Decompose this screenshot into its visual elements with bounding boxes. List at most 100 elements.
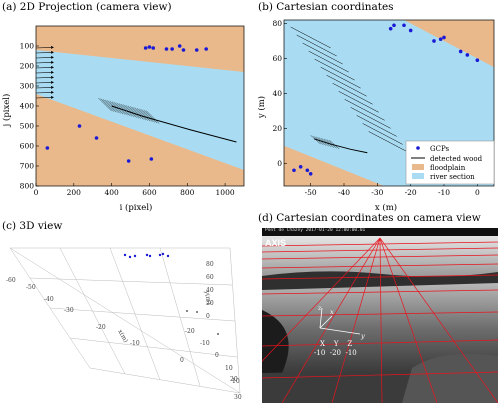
d-grid-line [379, 237, 438, 403]
camera-local-x: x [330, 308, 334, 316]
d-grid-line [379, 237, 498, 403]
legend-wood: detected wood [430, 155, 483, 163]
a-ytick-label: 800 [20, 182, 35, 191]
d-grid-line [262, 311, 498, 317]
d-grid-line [281, 237, 381, 403]
camera-local-z: z [318, 304, 322, 312]
c-ztick-label: 30 [234, 394, 242, 401]
b-flow-arrow [290, 26, 331, 49]
a-wood-trace [123, 104, 137, 118]
legend-floodplain: floodplain [430, 164, 466, 172]
panel-a-xlabel: i (pixel) [120, 202, 153, 213]
a-gcp-point [77, 124, 82, 128]
a-wood-trace [114, 102, 128, 116]
c-ztick-label: 20 [230, 376, 238, 383]
legend-river-swatch [412, 173, 424, 179]
panel-c-3d-chart: x(m) y(m) -60 -50 -40 -30 -20 -10 0 10 0 20 40 60 80… [6, 247, 242, 401]
a-flow-arrow [35, 82, 52, 84]
a-flow-arrowhead [51, 55, 54, 59]
c-gcp-point [145, 253, 149, 257]
b-flow-arrow [356, 115, 397, 137]
a-xtick-label: 200 [67, 188, 82, 197]
panel-b-title: (b) Cartesian coordinates [258, 1, 394, 13]
a-wood-trace [141, 109, 155, 123]
panel-b-ylabel: y (m) [258, 96, 267, 119]
a-flow-arrow [35, 47, 52, 49]
b-flow-arrow [302, 42, 343, 65]
b-wood-trace [318, 137, 329, 147]
b-ytick-label: 40 [272, 89, 282, 98]
a-wood-trace [132, 106, 146, 121]
b-gcp-point [442, 35, 446, 40]
c-ztick-label: -10 [200, 340, 210, 347]
panel-c-ylabel: y(m) [203, 289, 212, 305]
b-wood-trace [326, 139, 337, 149]
d-grid-line [262, 289, 498, 295]
b-flow-arrow [308, 50, 349, 73]
camera-image-svg [262, 228, 498, 403]
a-flow-arrow [35, 77, 52, 79]
camera-local-y: y [361, 332, 365, 340]
c-xtick-label: -10 [130, 340, 140, 347]
a-flow-arrowhead [51, 50, 54, 54]
a-flow-arrowhead [51, 85, 54, 89]
c-gcp-point [128, 255, 132, 259]
b-gcp-point [475, 58, 480, 62]
a-gcp-point [204, 47, 208, 51]
a-flow-arrowhead [51, 95, 54, 99]
a-wood-trace [100, 98, 115, 112]
camera-axis-y: Y [333, 340, 339, 348]
camera-timestamp-bar [262, 228, 498, 236]
b-wood-trace [323, 138, 335, 148]
c-xtick-label: -20 [96, 324, 106, 331]
a-gcp-point [164, 47, 169, 51]
a-gcp-point [181, 48, 186, 52]
a-ytick-label: 600 [20, 142, 35, 151]
b-gcp-point [465, 53, 470, 57]
c-ytick-label: 80 [206, 261, 214, 268]
a-wood-trace [120, 103, 135, 118]
legend-gcp-marker [416, 146, 420, 150]
b-gcp-point [402, 23, 406, 28]
a-wood-trace [145, 110, 160, 124]
panel-a-ylabel: j (pixel) [1, 94, 12, 128]
c-gcp-point [161, 252, 165, 256]
b-wood-trace [313, 135, 324, 145]
b-wood-trace [310, 135, 321, 145]
d-grid-line [331, 237, 381, 403]
d-grid-line [262, 274, 498, 280]
b-xtick-label: -40 [338, 188, 350, 197]
a-wood-trace [105, 99, 119, 113]
a-wood-trace [136, 108, 151, 122]
c-xtick-label: 10 [232, 378, 240, 385]
c-xtick-label: -30 [64, 307, 74, 314]
b-xtick-label: -20 [405, 188, 417, 197]
c-xtick-label: -50 [26, 284, 36, 291]
b-wood-trace [321, 137, 332, 148]
b-flow-arrow [344, 99, 385, 121]
camera-axis-z: Z [347, 340, 353, 348]
b-xtick-label: -30 [371, 188, 383, 197]
b-gcp-point [408, 28, 413, 33]
c-ytick-label: 60 [206, 274, 214, 281]
a-flow-arrowhead [51, 70, 54, 74]
c-gcp-point [148, 254, 152, 258]
a-wood-trace [102, 99, 117, 113]
b-gcp-point [305, 168, 310, 173]
b-ytick-label: 20 [272, 124, 282, 133]
legend-gcps: GCPs [430, 145, 449, 153]
a-flow-arrowhead [51, 45, 54, 49]
camera-image: Pont de Chazey 2017-01-20 12:00:00.01 AX… [262, 228, 498, 403]
panel-d-title: (d) Cartesian coordinates on camera view [258, 212, 481, 224]
b-gcp-point [308, 171, 313, 176]
panel-c-title: (c) 3D view [2, 220, 63, 232]
b-gcp-point [458, 49, 463, 54]
c-gcp-point [166, 254, 170, 258]
b-gcp-point [292, 168, 296, 173]
c-ztick-label: 10 [225, 365, 233, 372]
a-wood-trace [127, 105, 142, 119]
b-gcp-point [298, 164, 303, 169]
c-xtick-label: -60 [6, 277, 16, 284]
a-flow-arrowhead [51, 60, 54, 64]
b-flow-arrow [320, 66, 361, 89]
